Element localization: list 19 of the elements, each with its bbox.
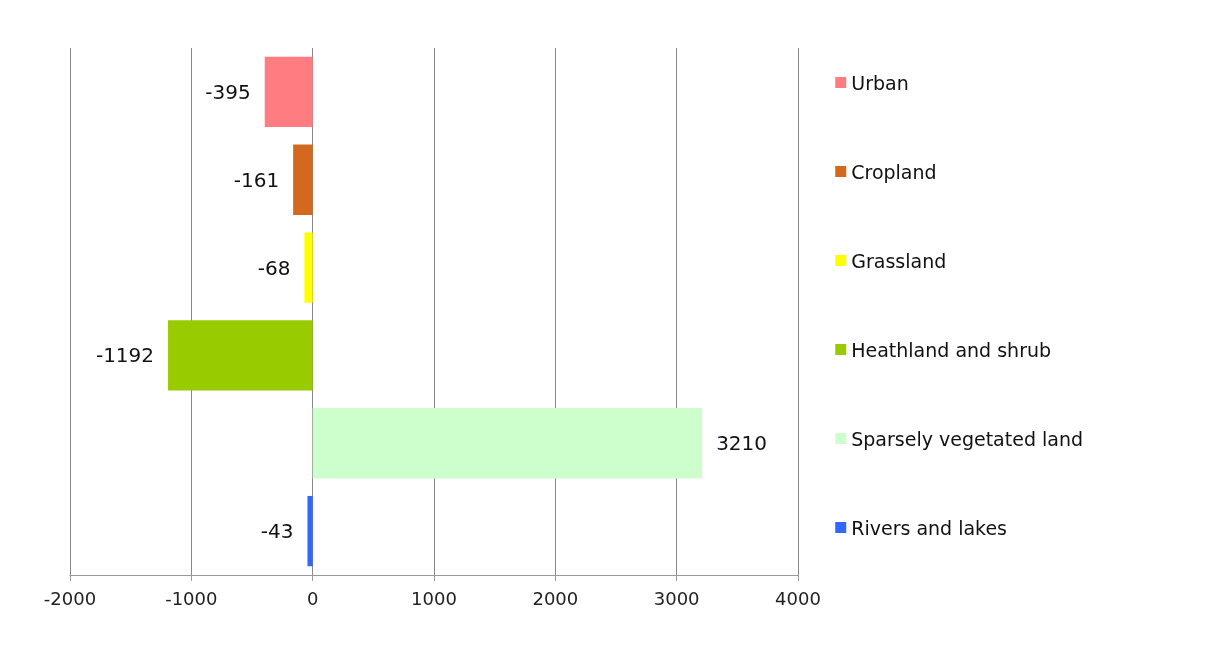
x-tick-label: 2000	[532, 587, 579, 609]
legend-label: Cropland	[851, 160, 937, 183]
legend-label: Rivers and lakes	[851, 516, 1008, 539]
data-label: -68	[257, 255, 291, 280]
data-label: -161	[233, 167, 280, 192]
data-label: -1192	[95, 343, 155, 368]
x-tick-label: 4000	[775, 587, 821, 609]
x-tick-label: 1000	[411, 587, 457, 609]
data-label: -395	[205, 79, 251, 104]
x-tick-label: -1000	[165, 587, 218, 609]
x-tick-label: 3000	[653, 587, 700, 609]
legend-label: Grassland	[851, 249, 947, 272]
x-tick-label: 0	[306, 587, 319, 609]
x-tick-label: -2000	[43, 587, 97, 609]
legend-label: Urban	[851, 71, 909, 94]
legend-label: Sparsely vegetated land	[851, 427, 1084, 450]
legend-label: Heathland and shrub	[851, 338, 1052, 361]
data-label: -43	[260, 519, 294, 544]
data-label: 3210	[716, 431, 768, 456]
